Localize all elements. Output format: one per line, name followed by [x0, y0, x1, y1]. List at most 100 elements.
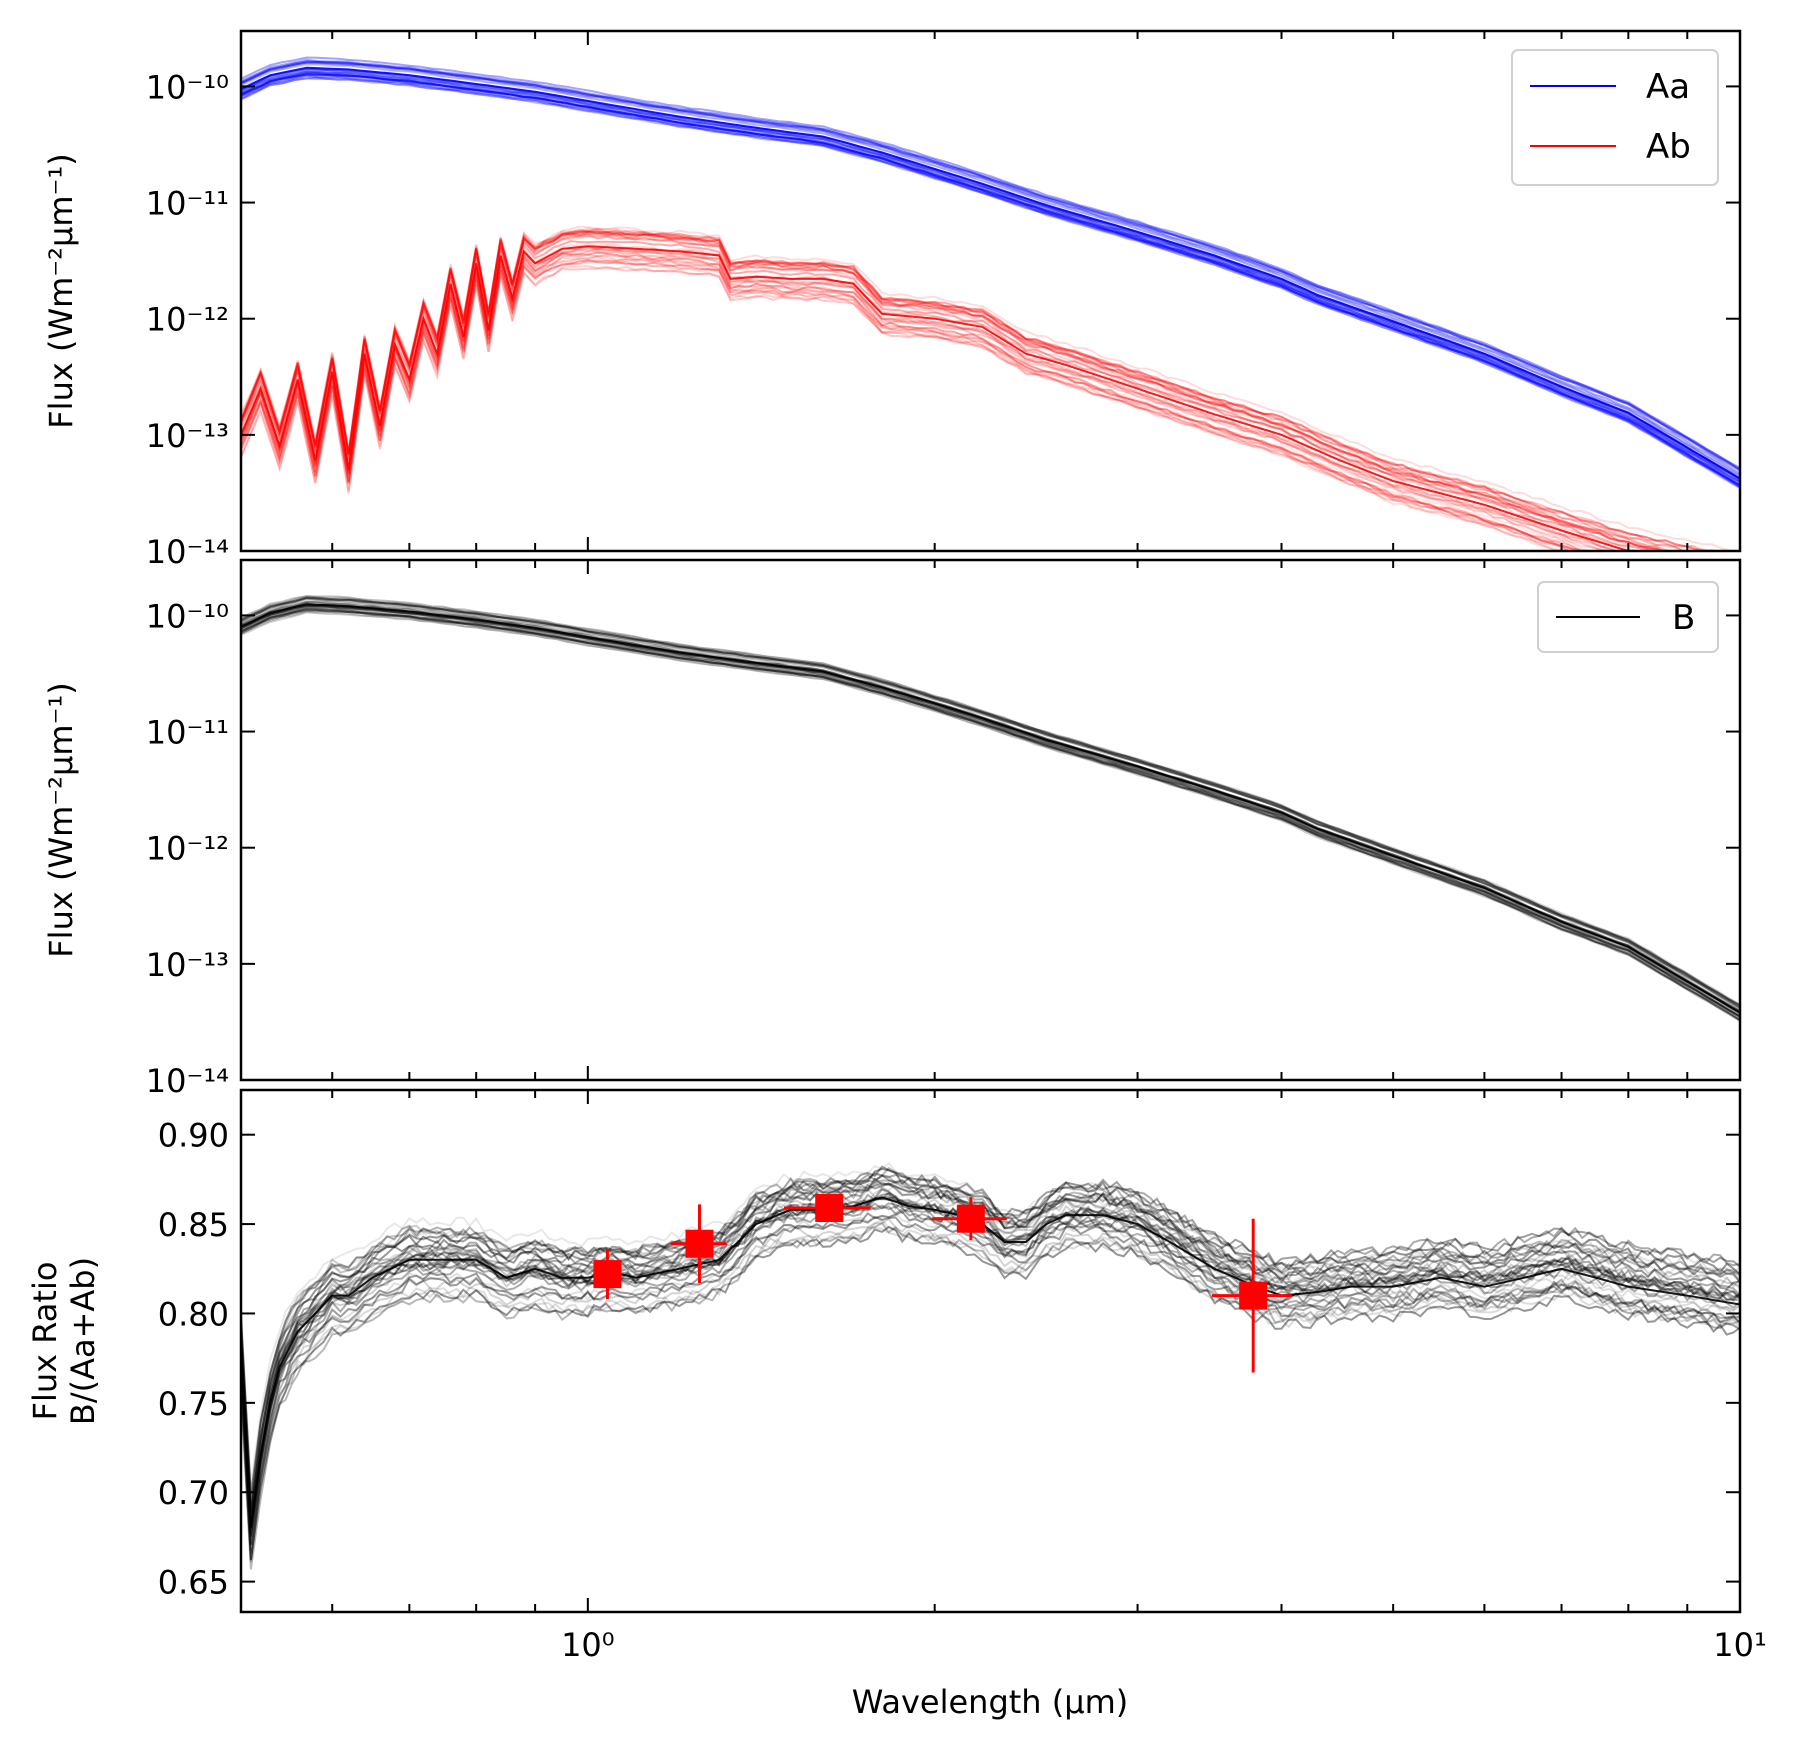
- ensemble-line: [241, 1215, 1740, 1546]
- ensemble-line: [241, 225, 1740, 551]
- ensemble-line: [241, 259, 1568, 551]
- series-line-aa: [241, 66, 1740, 480]
- ensemble-line: [241, 596, 1740, 1009]
- series-line-b: [241, 603, 1740, 1014]
- ensemble-line: [241, 1202, 1740, 1527]
- ensemble-line: [241, 253, 1617, 551]
- ensemble-line: [241, 1218, 1740, 1560]
- ensemble-line: [241, 73, 1740, 486]
- ensemble-line: [241, 68, 1740, 482]
- x-axis-label: Wavelength (μm): [852, 1683, 1129, 1721]
- ensemble-line: [241, 227, 1696, 551]
- ensemble-line: [241, 254, 1571, 551]
- ensemble-line: [241, 611, 1740, 1021]
- y-tick-label: 10⁻¹⁴: [146, 533, 229, 571]
- ensemble-line: [241, 606, 1740, 1019]
- measurement-marker: [815, 1193, 844, 1222]
- ensemble-line: [241, 595, 1740, 1007]
- ensemble-line: [241, 61, 1740, 472]
- ensemble-line: [241, 1173, 1740, 1498]
- ensemble-line: [241, 60, 1740, 472]
- series-line-ab: [241, 245, 1633, 551]
- ensemble-line: [241, 58, 1740, 470]
- ensemble-line: [241, 1161, 1740, 1485]
- x-tick-label: 10¹: [1713, 1626, 1767, 1664]
- ensemble-line: [241, 230, 1676, 551]
- ensemble-line: [241, 596, 1740, 1008]
- y-tick-label: 0.85: [158, 1206, 229, 1244]
- ensemble-line: [241, 62, 1740, 477]
- top-ticks: 10⁻¹⁰ 10⁻¹¹ 10⁻¹² 10⁻¹³ 10⁻¹⁴: [146, 31, 1740, 571]
- ensemble-line: [241, 605, 1740, 1016]
- top-legend-box: [1511, 49, 1719, 186]
- y-tick-label: 10⁻¹⁰: [146, 68, 229, 106]
- ensemble-line: [241, 70, 1740, 483]
- ensemble-line: [241, 1182, 1740, 1521]
- ensemble-line: [241, 1167, 1740, 1513]
- middle-legend: B: [1537, 581, 1719, 653]
- measurement-point: [932, 1197, 1007, 1241]
- ensemble-line: [241, 259, 1593, 551]
- ensemble-line: [241, 260, 1561, 551]
- ensemble-line: [241, 250, 1621, 551]
- measurement-marker: [956, 1204, 985, 1233]
- ensemble-line: [241, 231, 1667, 551]
- y-tick-label: 10⁻¹¹: [146, 714, 229, 752]
- y-tick-label: 10⁻¹⁴: [146, 1062, 229, 1100]
- ensemble-line: [241, 595, 1740, 1006]
- measurement-point: [784, 1193, 871, 1222]
- ensemble-line: [241, 73, 1740, 483]
- ensemble-line: [241, 1210, 1740, 1561]
- ensemble-line: [241, 1173, 1740, 1518]
- ensemble-line: [241, 61, 1740, 475]
- top-legend: Aa Ab: [1511, 49, 1719, 186]
- bottom-panel: 10⁰ 10¹ 0.65 0.70 0.75 0.80 0.85 0.90 Flux Rati…: [26, 1088, 1767, 1721]
- y-tick-label: 0.80: [158, 1295, 229, 1333]
- measurement-layer: [593, 1193, 1292, 1373]
- ensemble-line: [241, 610, 1740, 1022]
- bottom-ticks: 10⁰ 10¹ 0.65 0.70 0.75 0.80 0.85 0.90: [158, 1090, 1767, 1664]
- ensemble-line: [241, 601, 1740, 1014]
- y-tick-label: 10⁻¹²: [146, 830, 229, 868]
- y-tick-label: 0.75: [158, 1385, 229, 1423]
- ensemble-line: [241, 70, 1740, 481]
- ensemble-line: [241, 600, 1740, 1008]
- ensemble-line: [241, 1221, 1740, 1570]
- y-tick-label: 10⁻¹²: [146, 301, 229, 339]
- ensemble-line: [241, 1204, 1740, 1527]
- legend-label-ab: Ab: [1646, 127, 1691, 167]
- ensemble-line: [241, 232, 1716, 551]
- ensemble-line: [241, 230, 1694, 551]
- ensemble-line: [241, 70, 1740, 481]
- ensemble-line: [241, 1181, 1740, 1529]
- ensemble-line: [241, 607, 1740, 1018]
- top-axes-frame: [239, 29, 1742, 553]
- ensemble-line: [241, 1165, 1740, 1512]
- top-series-layer: [241, 56, 1740, 551]
- ensemble-line: [241, 1211, 1740, 1552]
- x-tick-label: 10⁰: [561, 1626, 615, 1664]
- y-tick-label: 0.65: [158, 1564, 229, 1602]
- ensemble-line: [241, 251, 1584, 551]
- legend-label-aa: Aa: [1646, 67, 1690, 107]
- ensemble-line: [241, 60, 1740, 476]
- ensemble-line: [241, 605, 1740, 1013]
- ensemble-line: [241, 608, 1740, 1021]
- ensemble-line: [241, 1202, 1740, 1545]
- middle-ticks: 10⁻¹⁰ 10⁻¹¹ 10⁻¹² 10⁻¹³ 10⁻¹⁴: [146, 560, 1740, 1100]
- ensemble-line: [241, 604, 1740, 1012]
- ensemble-line: [241, 56, 1740, 469]
- y-tick-label: 10⁻¹⁰: [146, 597, 229, 635]
- y-tick-label: 0.70: [158, 1474, 229, 1512]
- ensemble-line: [241, 265, 1578, 551]
- ensemble-line: [241, 1166, 1740, 1507]
- ensemble-line: [241, 77, 1740, 489]
- ensemble-line: [241, 607, 1740, 1018]
- ensemble-line: [241, 60, 1740, 471]
- legend-label-b: B: [1672, 598, 1695, 638]
- ensemble-line: [241, 71, 1740, 489]
- y-tick-label: 10⁻¹³: [146, 417, 229, 455]
- bottom-axes-frame: [239, 1088, 1742, 1614]
- middle-series-layer: [241, 595, 1740, 1022]
- ensemble-line: [241, 76, 1740, 487]
